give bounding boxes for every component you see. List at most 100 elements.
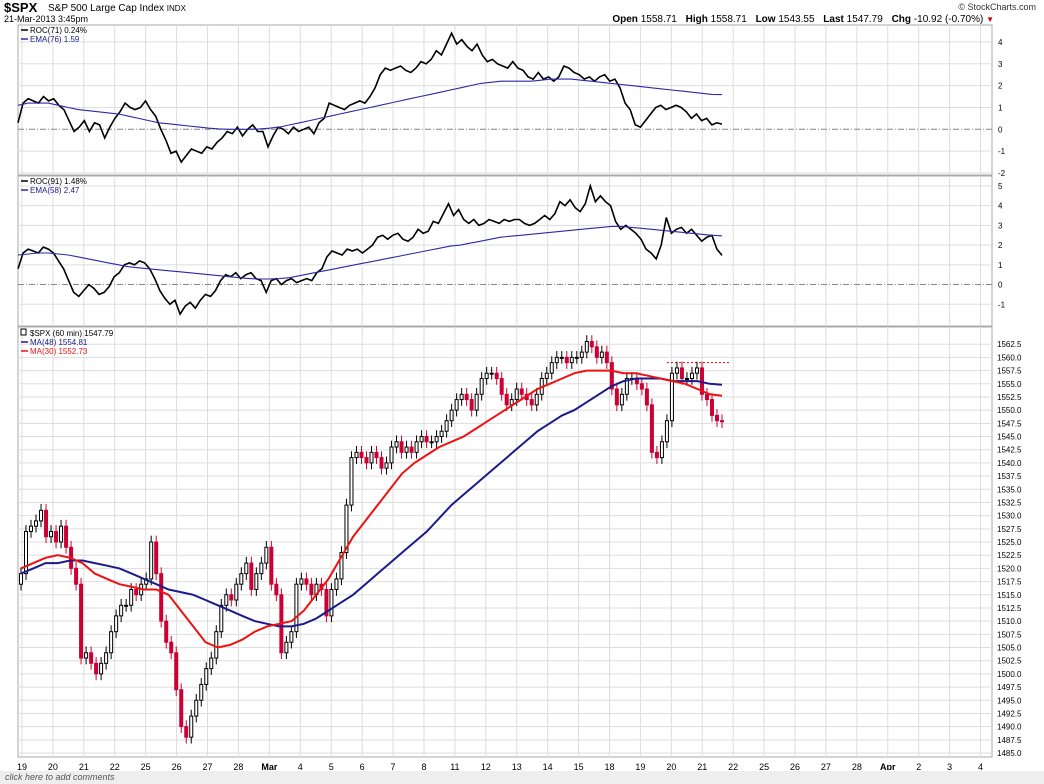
exchange-label: INDX bbox=[166, 4, 186, 13]
y-tick-label: 2 bbox=[998, 241, 1003, 250]
candle-down bbox=[469, 399, 474, 411]
y-tick-label: 1542.5 bbox=[997, 446, 1022, 455]
candle-down bbox=[89, 652, 94, 664]
candle-up bbox=[549, 362, 554, 374]
roc-line bbox=[17, 31, 723, 164]
candle-down bbox=[564, 356, 569, 364]
y-tick-label: 1505.0 bbox=[997, 644, 1022, 653]
candle-down bbox=[499, 377, 504, 395]
x-tick-label: 12 bbox=[481, 762, 491, 770]
candle-up bbox=[109, 631, 114, 654]
y-tick-label: 5 bbox=[998, 182, 1003, 191]
candle-up bbox=[24, 530, 29, 575]
candle-down bbox=[589, 341, 594, 348]
x-tick-label: 21 bbox=[79, 762, 89, 770]
candle-up bbox=[259, 562, 264, 575]
candle-up bbox=[199, 683, 204, 701]
candle-up bbox=[194, 699, 199, 717]
candle-up bbox=[404, 446, 409, 453]
candle-up bbox=[254, 573, 259, 590]
x-tick-label: 25 bbox=[141, 762, 151, 770]
y-tick-label: 1495.0 bbox=[997, 696, 1022, 705]
x-tick-label: 19 bbox=[635, 762, 645, 770]
candle-up bbox=[394, 441, 399, 448]
x-tick-label: 6 bbox=[360, 762, 365, 770]
candle-down bbox=[169, 641, 174, 654]
candle-down bbox=[504, 393, 509, 406]
candle-down bbox=[464, 393, 469, 401]
y-tick-label: 1530.0 bbox=[997, 512, 1022, 521]
ema-line bbox=[17, 78, 723, 130]
candle-up bbox=[664, 420, 669, 443]
y-tick-label: 1535.0 bbox=[997, 485, 1022, 494]
x-tick-label: 8 bbox=[421, 762, 426, 770]
candle-down bbox=[309, 583, 314, 596]
y-tick-label: 0 bbox=[998, 281, 1003, 290]
y-tick-label: 1562.5 bbox=[997, 340, 1022, 349]
open-label: Open bbox=[612, 14, 638, 25]
x-tick-label: 28 bbox=[852, 762, 862, 770]
candle-up bbox=[474, 393, 479, 411]
ohlc-summary: Open 1558.71 High 1558.71 Low 1543.55 La… bbox=[612, 14, 994, 25]
ema-line bbox=[17, 225, 723, 280]
x-tick-label: 27 bbox=[821, 762, 831, 770]
candle-down bbox=[274, 583, 279, 596]
candle-up bbox=[444, 420, 449, 432]
candle-up bbox=[369, 451, 374, 464]
y-tick-label: 4 bbox=[998, 202, 1003, 211]
candle-up bbox=[29, 525, 34, 532]
symbol-title: $SPX bbox=[4, 0, 38, 15]
x-tick-label: 3 bbox=[947, 762, 952, 770]
x-tick-label: 7 bbox=[391, 762, 396, 770]
candle-up bbox=[244, 562, 249, 575]
index-name-text: S&P 500 Large Cap Index bbox=[48, 3, 165, 14]
add-comments-link[interactable]: click here to add comments bbox=[0, 771, 1044, 784]
y-tick-label: 3 bbox=[998, 60, 1003, 69]
candle-up bbox=[419, 436, 424, 443]
ma48-line bbox=[20, 377, 723, 628]
low-label: Low bbox=[755, 14, 776, 25]
candle-up bbox=[329, 588, 334, 617]
candle-down bbox=[609, 362, 614, 390]
legend-entry: $SPX (60 min) 1547.79 bbox=[30, 329, 114, 338]
candle-down bbox=[529, 399, 534, 406]
candle-down bbox=[614, 388, 619, 406]
legend-entry: MA(30) 1552.73 bbox=[30, 347, 88, 356]
high-value: 1558.71 bbox=[710, 14, 747, 25]
candle-up bbox=[284, 641, 289, 654]
candle-down bbox=[94, 662, 99, 675]
legend-entry: EMA(76) 1.59 bbox=[30, 35, 80, 44]
x-tick-label: 5 bbox=[329, 762, 334, 770]
candle-down bbox=[679, 367, 684, 379]
candle-down bbox=[229, 594, 234, 601]
candle-down bbox=[714, 414, 719, 422]
y-tick-label: 1527.5 bbox=[997, 525, 1022, 534]
y-tick-label: 1552.5 bbox=[997, 393, 1022, 402]
x-tick-label: 15 bbox=[574, 762, 584, 770]
candle-down bbox=[74, 567, 79, 585]
candle-down bbox=[79, 583, 84, 659]
candle-down bbox=[164, 620, 169, 643]
candle-down bbox=[594, 346, 599, 358]
candle-down bbox=[269, 546, 274, 585]
candle-up bbox=[684, 377, 689, 380]
y-tick-label: 1517.5 bbox=[997, 578, 1022, 587]
candle-down bbox=[249, 562, 254, 590]
y-tick-label: 1502.5 bbox=[997, 657, 1022, 666]
candle-up bbox=[214, 631, 219, 659]
x-tick-label: 28 bbox=[233, 762, 243, 770]
candle-up bbox=[534, 393, 539, 406]
y-tick-label: -1 bbox=[998, 300, 1006, 309]
x-tick-label: 4 bbox=[298, 762, 303, 770]
candle-down bbox=[654, 451, 659, 459]
candle-up bbox=[349, 457, 354, 506]
candle-up bbox=[659, 441, 664, 459]
legend-swatch bbox=[20, 328, 27, 336]
candle-up bbox=[224, 594, 229, 606]
candle-down bbox=[64, 525, 69, 548]
candle-up bbox=[294, 583, 299, 633]
candle-down bbox=[379, 457, 384, 469]
candle-up bbox=[99, 662, 104, 675]
y-tick-label: 1515.0 bbox=[997, 591, 1022, 600]
